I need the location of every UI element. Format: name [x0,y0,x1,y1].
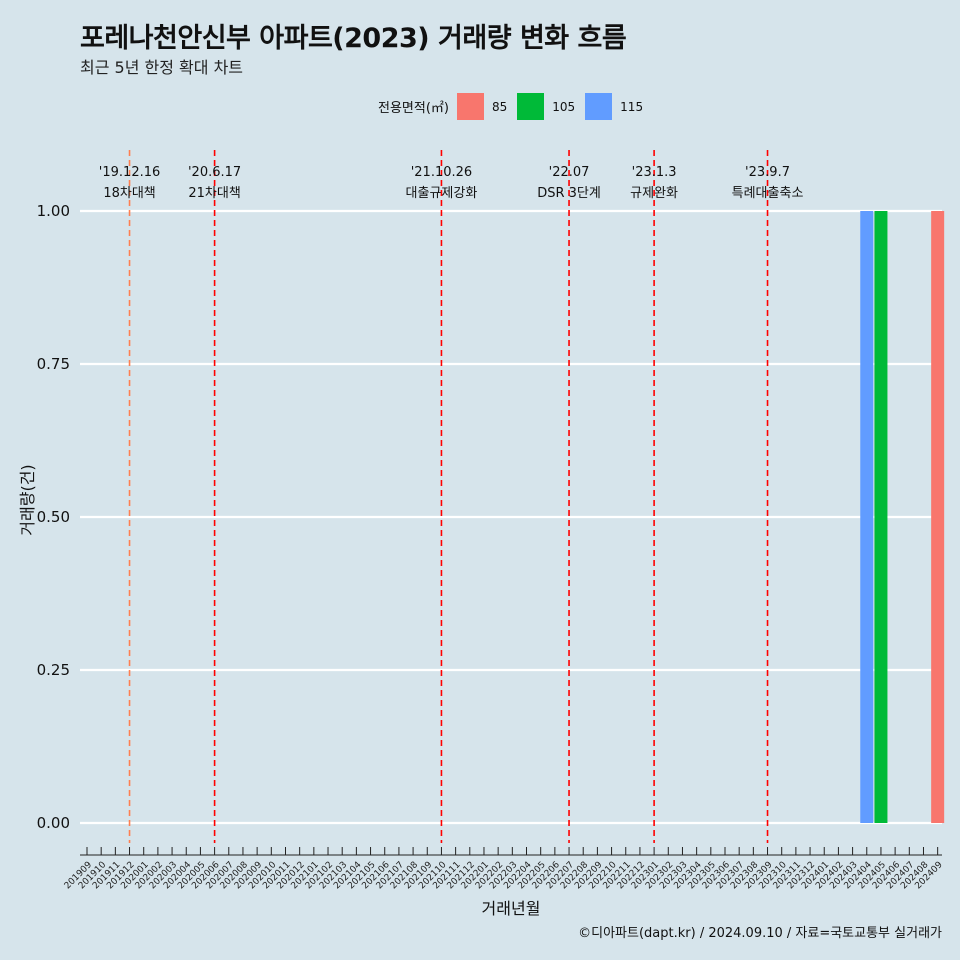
y-axis-title: 거래량(건) [18,464,37,535]
legend-item-115: 115 [585,93,643,120]
bar-105-202405 [874,211,888,823]
event-label: 18차대책 [103,186,155,201]
event-date: '19.12.16 [99,165,160,180]
y-tick-label: 0.50 [37,508,70,526]
legend-label-105: 105 [552,99,576,114]
legend-swatch-85 [456,93,484,120]
chart-subtitle: 최근 5년 한정 확대 차트 [80,58,244,77]
legend-item-105: 105 [517,93,575,120]
y-tick-label: 0.75 [37,355,70,373]
source-caption: ©디아파트(dapt.kr) / 2024.09.10 / 자료=국토교통부 실… [578,926,942,941]
event-label: 특례대출축소 [732,186,804,201]
event-label: 21차대책 [188,186,240,201]
event-label: 대출규제강화 [406,186,478,201]
bar-115-202404 [860,211,874,823]
y-tick-label: 1.00 [37,202,70,220]
chart-title: 포레나천안신부 아파트(2023) 거래량 변화 흐름 [80,23,627,54]
y-tick-label: 0.25 [37,661,70,679]
y-tick-label: 0.00 [37,814,70,832]
event-date: '21.10.26 [411,165,472,180]
legend-label-85: 85 [491,99,508,114]
legend-title: 전용면적(㎡) [378,101,449,116]
legend-swatch-115 [585,93,613,120]
legend: 전용면적(㎡) 85 105 115 [378,93,653,120]
legend-item-85: 85 [456,93,508,120]
event-date: '23.1.3 [632,165,677,180]
legend-swatch-105 [517,93,545,120]
event-label: DSR 3단계 [537,186,601,201]
event-date: '22.07 [549,165,590,180]
event-date: '23.9.7 [745,165,790,180]
legend-label-115: 115 [620,99,644,114]
event-date: '20.6.17 [188,165,241,180]
bar-85-202409 [931,211,945,823]
x-axis-title: 거래년월 [482,899,541,918]
event-label: 규제완화 [630,186,678,201]
